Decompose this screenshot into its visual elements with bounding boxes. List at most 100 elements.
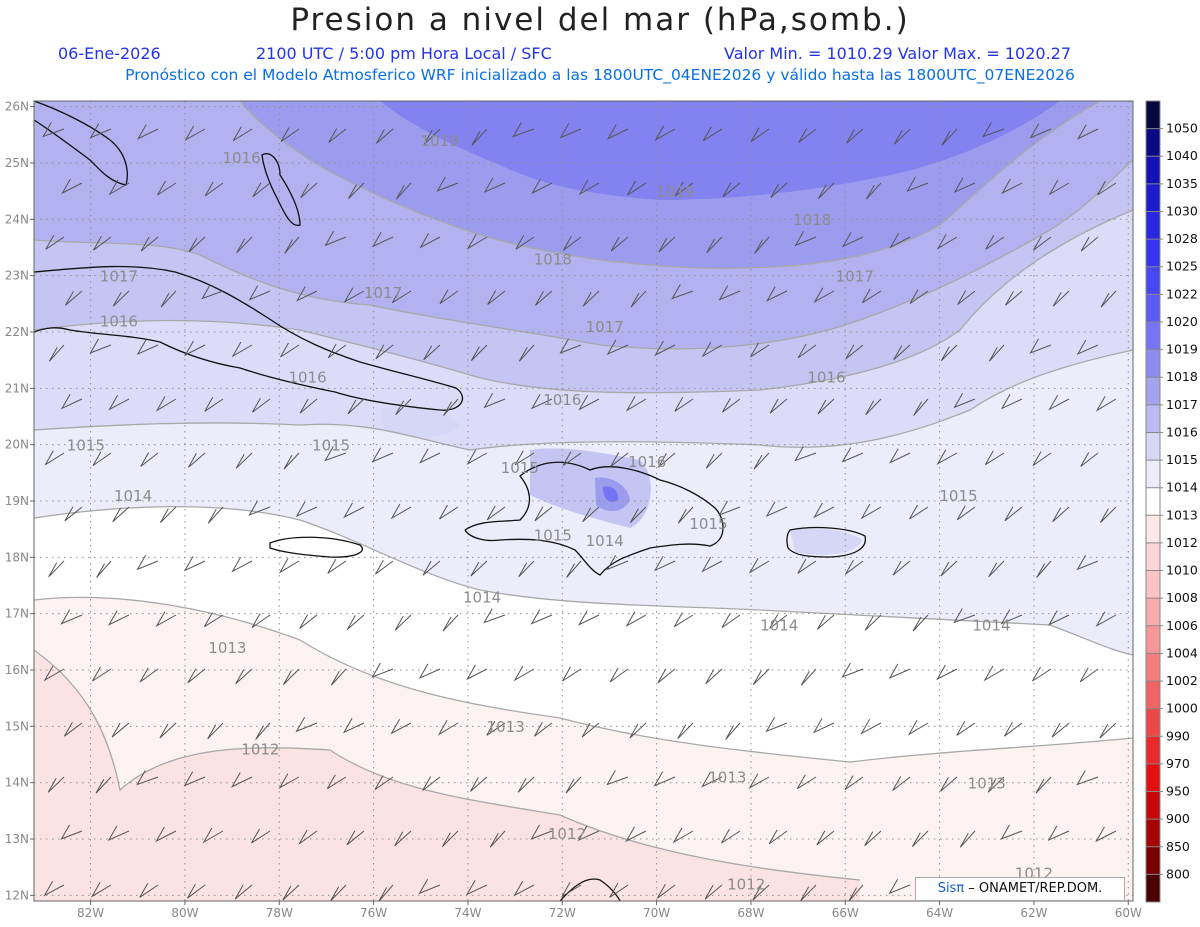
- isobar-label: 1015: [689, 515, 727, 533]
- wind-barb: [343, 502, 365, 519]
- colorbar-label: 1025: [1166, 259, 1198, 274]
- wind-barb: [251, 828, 271, 844]
- wind-barb: [90, 882, 112, 898]
- wind-barb: [518, 344, 535, 362]
- isobar-lines: [34, 101, 1133, 881]
- colorbar-label: 1028: [1166, 231, 1198, 246]
- wind-barb: [1036, 560, 1052, 578]
- wind-barb: [300, 182, 318, 199]
- wind-barb: [204, 181, 224, 197]
- wind-barb: [959, 830, 976, 848]
- wind-barb: [565, 776, 582, 794]
- wind-barb: [941, 128, 958, 146]
- wind-barb: [395, 398, 412, 416]
- wind-barb: [374, 559, 394, 575]
- wind-barb: [470, 344, 488, 361]
- wind-barb: [1047, 610, 1070, 626]
- lat-label: 17N: [5, 607, 29, 621]
- colorbar-swatch: [1146, 515, 1160, 544]
- wind-barb: [513, 665, 535, 682]
- wind-barb: [234, 884, 253, 900]
- wind-barb: [44, 450, 65, 466]
- wind-barb: [841, 232, 864, 248]
- wind-barb: [330, 668, 347, 686]
- wind-barb: [534, 290, 553, 306]
- coast-cuba: [34, 265, 464, 411]
- wind-barb: [769, 398, 788, 414]
- wind-barb: [1097, 180, 1117, 196]
- wind-barb: [112, 506, 130, 523]
- wind-barb: [577, 610, 600, 626]
- wind-barb: [489, 830, 506, 848]
- wind-barb: [437, 720, 459, 736]
- isobar-label: 1016: [222, 149, 260, 167]
- colorbar-label: 990: [1166, 728, 1190, 743]
- wind-barb: [578, 395, 600, 411]
- wind-barb: [653, 556, 676, 572]
- longitude-labels: 82W 80W 78W 76W 74W 72W 70W 68W 66W 64W 62W 60W: [77, 901, 1142, 920]
- wind-barb: [518, 560, 535, 578]
- colorbar-frame: [1145, 100, 1161, 903]
- wind-barb: [251, 613, 271, 629]
- wind-barb: [702, 126, 723, 142]
- wind-barb: [512, 122, 535, 138]
- colorbar-label: 1010: [1166, 563, 1198, 578]
- lon-label: 72W: [549, 906, 576, 920]
- lat-label: 18N: [5, 550, 29, 564]
- wind-barb: [957, 290, 976, 305]
- wind-barb: [817, 398, 835, 415]
- wind-barb: [203, 612, 224, 628]
- wind-barb: [295, 286, 318, 302]
- colorbar-swatch: [1146, 819, 1160, 848]
- wind-barb: [1032, 451, 1052, 467]
- wind-barb: [1032, 235, 1052, 251]
- wind-barb: [1076, 124, 1099, 140]
- lat-label: 13N: [5, 832, 29, 846]
- wind-barb: [92, 666, 112, 682]
- wind-barb: [140, 236, 159, 252]
- wind-barb: [327, 343, 347, 359]
- wind-barb: [251, 397, 271, 413]
- model-info: Pronóstico con el Modelo Atmosferico WRF…: [125, 66, 1075, 84]
- wind-barb: [326, 774, 347, 790]
- colorbar-swatch: [1146, 239, 1160, 268]
- high-blob-pr: [790, 528, 862, 555]
- wind-barb: [207, 722, 224, 740]
- isobar-label: 1014: [463, 588, 501, 606]
- wind-barb: [888, 878, 911, 895]
- pressure-colorbar: 1050 1040 1035 1030 1028 1025 1022 1020 1019 1018…: [1145, 100, 1198, 903]
- wind-barb: [530, 609, 553, 625]
- forecast-time: 2100 UTC / 5:00 pm Hora Local / SFC: [256, 44, 552, 63]
- colorbar-swatch: [1146, 349, 1160, 378]
- wind-barb: [324, 230, 347, 247]
- isobar-label: 1016: [288, 369, 326, 387]
- wind-barb: [374, 775, 394, 791]
- wind-barb: [1029, 123, 1052, 139]
- wind-barb: [845, 344, 864, 360]
- wind-barb: [43, 881, 65, 897]
- wind-barb: [752, 668, 770, 685]
- colorbar-swatch: [1146, 708, 1160, 737]
- wind-barb: [672, 827, 694, 844]
- isobar-label: 1016: [807, 369, 845, 387]
- wind-barb: [107, 825, 130, 841]
- wind-barb: [983, 665, 1005, 682]
- colorbar-label: 1019: [1166, 342, 1198, 357]
- wind-barb: [255, 722, 271, 740]
- wind-barb: [278, 558, 300, 574]
- wind-barb: [721, 397, 741, 413]
- isobar-label: 1012: [727, 876, 765, 894]
- wind-barb: [893, 344, 911, 361]
- wind-barb: [750, 342, 770, 358]
- wind-barb: [231, 557, 253, 573]
- wind-barb: [92, 451, 112, 467]
- wind-barb: [956, 721, 976, 736]
- wind-barb: [486, 721, 506, 736]
- isobar-label: 1013: [487, 718, 525, 736]
- isobar-label: 1013: [968, 774, 1006, 792]
- wind-barb: [1052, 290, 1070, 307]
- wind-barb: [43, 665, 65, 682]
- wind-barb: [813, 287, 835, 304]
- wind-barb: [157, 180, 177, 196]
- wind-barb: [108, 179, 130, 196]
